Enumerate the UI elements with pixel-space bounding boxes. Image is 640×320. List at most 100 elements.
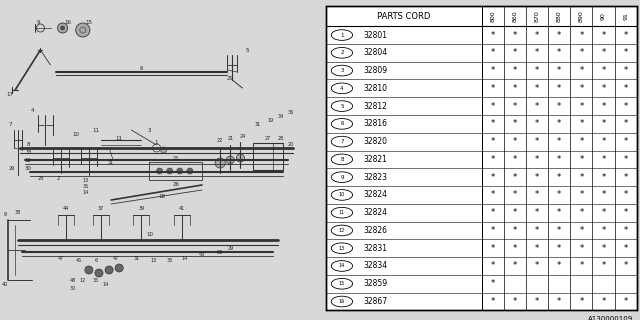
Text: *: * [513, 48, 517, 57]
Text: *: * [579, 102, 584, 111]
Text: *: * [623, 30, 628, 40]
Circle shape [157, 168, 163, 174]
Text: 10: 10 [339, 192, 345, 197]
Text: *: * [602, 119, 605, 128]
Text: 29: 29 [227, 245, 234, 251]
Circle shape [105, 266, 113, 274]
Circle shape [76, 23, 90, 37]
Text: 24: 24 [239, 133, 246, 139]
Text: 35: 35 [166, 258, 173, 262]
Text: *: * [491, 297, 495, 306]
Text: 35: 35 [83, 183, 89, 188]
Text: 32801: 32801 [364, 30, 388, 40]
Text: *: * [513, 30, 517, 40]
Text: 13: 13 [83, 178, 89, 182]
Text: 7: 7 [340, 139, 344, 144]
Text: *: * [557, 244, 561, 253]
Text: 20: 20 [288, 142, 294, 148]
Text: 32824: 32824 [364, 190, 388, 199]
Circle shape [95, 269, 103, 277]
Text: *: * [491, 155, 495, 164]
Text: 12: 12 [25, 157, 32, 163]
Text: 15: 15 [85, 20, 92, 25]
Text: 4: 4 [340, 86, 344, 91]
Text: 4: 4 [31, 108, 34, 113]
Text: 28: 28 [217, 250, 223, 254]
Text: 10: 10 [146, 233, 153, 237]
Text: 32867: 32867 [364, 297, 388, 306]
Text: *: * [491, 66, 495, 75]
Text: *: * [557, 297, 561, 306]
Text: 32820: 32820 [364, 137, 388, 146]
Text: 6: 6 [340, 121, 344, 126]
Text: 2: 2 [340, 50, 344, 55]
Text: *: * [535, 102, 539, 111]
Text: 17: 17 [6, 92, 13, 98]
Circle shape [215, 158, 225, 168]
Text: 3: 3 [148, 127, 151, 132]
Text: 29: 29 [227, 76, 234, 82]
Text: *: * [623, 173, 628, 182]
Text: *: * [557, 190, 561, 199]
Text: 14: 14 [339, 263, 345, 268]
Text: *: * [513, 297, 517, 306]
Text: 32831: 32831 [364, 244, 388, 253]
Text: 12: 12 [80, 277, 86, 283]
Text: 39: 39 [138, 205, 145, 211]
Text: *: * [491, 208, 495, 217]
Text: 16: 16 [64, 20, 71, 25]
Text: 19: 19 [268, 117, 274, 123]
Text: *: * [623, 208, 628, 217]
Text: 14: 14 [83, 189, 89, 195]
Text: 32823: 32823 [364, 173, 388, 182]
Text: 860: 860 [513, 11, 517, 22]
Text: 25: 25 [173, 156, 179, 161]
Text: *: * [513, 155, 517, 164]
Text: *: * [579, 173, 584, 182]
Text: *: * [535, 84, 539, 93]
Text: *: * [513, 84, 517, 93]
Text: 31: 31 [133, 255, 140, 260]
Text: *: * [491, 119, 495, 128]
Text: *: * [491, 279, 495, 288]
Text: *: * [535, 48, 539, 57]
Text: 29: 29 [9, 165, 15, 171]
Text: *: * [557, 226, 561, 235]
Text: 5: 5 [246, 47, 249, 52]
Text: 28: 28 [37, 175, 44, 180]
Text: 32810: 32810 [364, 84, 388, 93]
Text: *: * [557, 261, 561, 270]
Text: *: * [602, 84, 605, 93]
Text: *: * [491, 226, 495, 235]
Text: *: * [557, 137, 561, 146]
Text: 13: 13 [150, 258, 157, 262]
Text: *: * [579, 261, 584, 270]
Text: *: * [602, 297, 605, 306]
Text: 36: 36 [288, 109, 294, 115]
Text: 30: 30 [70, 285, 76, 291]
Text: *: * [557, 208, 561, 217]
Text: 32816: 32816 [364, 119, 388, 128]
Text: *: * [602, 137, 605, 146]
Text: 26: 26 [172, 182, 179, 188]
Circle shape [187, 168, 193, 174]
Text: 32821: 32821 [364, 155, 388, 164]
Text: *: * [602, 48, 605, 57]
Text: *: * [513, 261, 517, 270]
Text: *: * [579, 297, 584, 306]
Text: 13: 13 [339, 246, 345, 251]
Text: 47: 47 [113, 255, 119, 260]
Text: 32812: 32812 [364, 102, 388, 111]
Text: *: * [491, 48, 495, 57]
Text: 1: 1 [340, 33, 344, 37]
Text: 28: 28 [278, 137, 284, 141]
Text: *: * [513, 137, 517, 146]
Text: *: * [623, 261, 628, 270]
Text: 800: 800 [490, 11, 495, 22]
Text: *: * [535, 297, 539, 306]
Text: 47: 47 [58, 255, 64, 260]
Text: *: * [623, 48, 628, 57]
Text: 35: 35 [93, 277, 99, 283]
Circle shape [236, 154, 244, 162]
Text: 32804: 32804 [364, 48, 388, 57]
